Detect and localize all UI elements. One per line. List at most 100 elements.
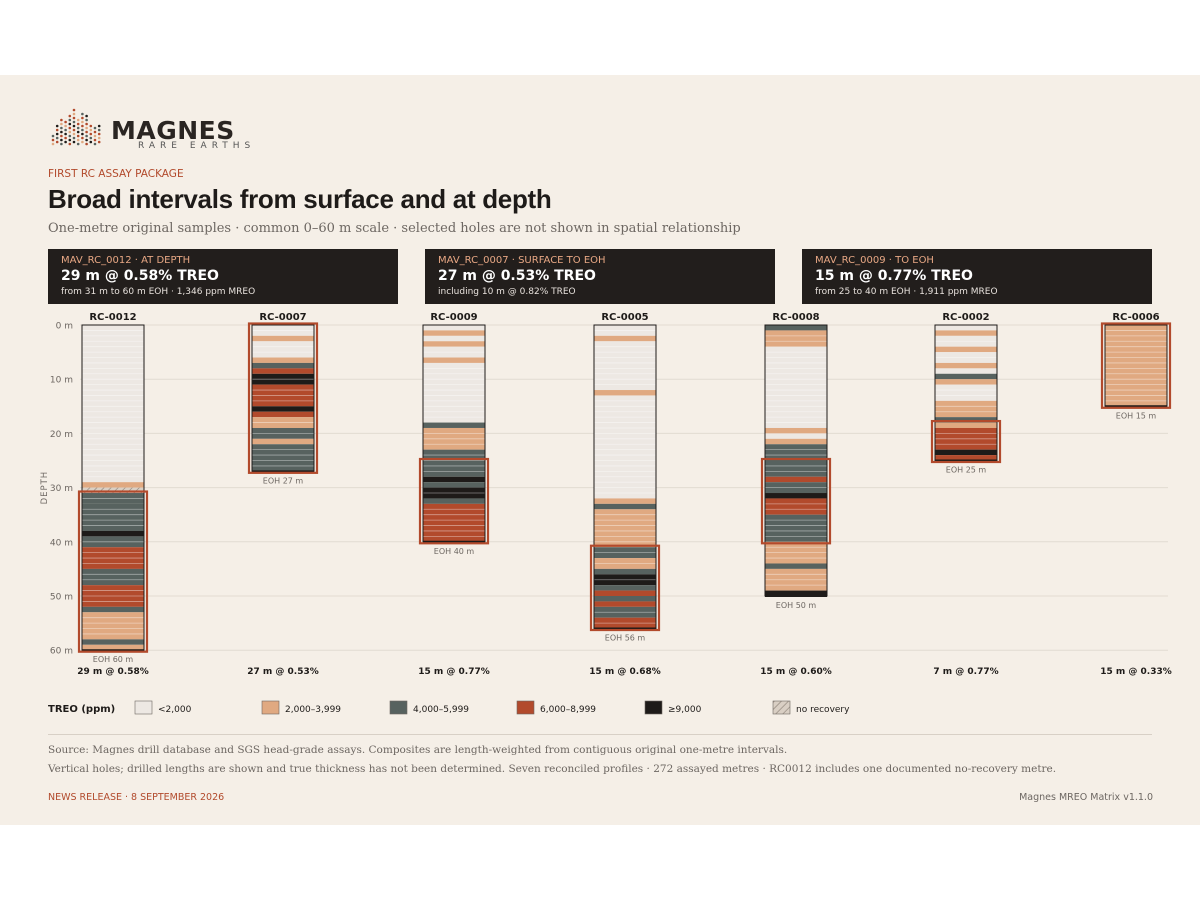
interval-c4 (935, 455, 997, 461)
interval-c2 (423, 427, 485, 450)
highlight-box (418, 457, 490, 545)
hole-summary: 7 m @ 0.77% (933, 667, 998, 677)
logo-dot (76, 142, 80, 146)
logo-dot (64, 120, 67, 124)
hole-rc-0008: RC-0008 EOH 50 m 15 m @ 0.60% (760, 312, 832, 677)
logo-dot (76, 126, 80, 130)
logo-dot (85, 134, 88, 138)
y-axis-title: DEPTH (40, 471, 50, 505)
logo-dot (64, 128, 67, 132)
interval-c3 (935, 373, 997, 380)
interval-c1 (594, 341, 656, 391)
hole-summary: 27 m @ 0.53% (247, 667, 319, 677)
y-tick-label: 30 m (50, 484, 73, 494)
interval-c2 (82, 644, 144, 651)
logo-dot (55, 132, 59, 136)
logo-dot (89, 124, 93, 128)
interval-c4 (765, 476, 827, 483)
logo-dot (60, 130, 63, 134)
callout-rc0009: MAV_RC_0009 · TO EOH 15 m @ 0.77% TREO f… (802, 249, 1152, 304)
hole-summary: 29 m @ 0.58% (77, 667, 149, 677)
logo-dot (60, 126, 63, 130)
highlight-box (589, 544, 661, 632)
interval-c4 (82, 547, 144, 569)
legend-swatch-c3 (389, 700, 408, 715)
interval-c2 (1105, 325, 1167, 407)
interval-c5 (82, 530, 144, 537)
logo-dot (89, 140, 93, 144)
interval-c4 (423, 503, 485, 542)
eoh-label: EOH 60 m (93, 655, 134, 664)
logo-dot (68, 118, 72, 122)
interval-c2 (82, 612, 144, 640)
hole-label: RC-0006 (1112, 312, 1159, 323)
interval-c3 (765, 325, 827, 331)
hole-summary: 15 m @ 0.60% (760, 667, 832, 677)
hole-rc-0002: RC-0002 EOH 25 m 7 m @ 0.77% (930, 312, 1002, 677)
interval-c1 (423, 346, 485, 358)
legend-label: no recovery (796, 705, 850, 715)
interval-c3 (594, 503, 656, 510)
logo-dot (60, 118, 63, 122)
logo-dot (93, 138, 97, 142)
legend-label: ≥9,000 (668, 705, 702, 715)
logo-dot (93, 134, 97, 138)
logo-dot (97, 136, 101, 140)
interval-c4 (252, 368, 314, 374)
legend-swatch-c1 (134, 700, 153, 715)
interval-c4 (82, 585, 144, 607)
y-tick-label: 50 m (50, 593, 73, 603)
logo-dot (89, 128, 93, 132)
interval-c4 (594, 590, 656, 596)
interval-c1 (935, 368, 997, 374)
legend-label: 2,000–3,999 (285, 705, 341, 715)
logo-dot (89, 132, 93, 136)
interval-c2 (423, 330, 485, 336)
interval-c3 (423, 482, 485, 488)
strip-log-chart: 0 m 10 m 20 m 30 m 40 m 50 m 60 m DEPTH RC-0012… (40, 312, 1172, 715)
interval-c4 (935, 427, 997, 450)
legend-title: TREO (ppm) (48, 704, 115, 715)
hole-label: RC-0005 (601, 312, 648, 323)
interval-c2 (252, 417, 314, 428)
y-tick-label: 10 m (50, 376, 73, 386)
interval-c2 (594, 558, 656, 569)
logo-dot (85, 118, 88, 122)
callout-note: including 10 m @ 0.82% TREO (438, 287, 576, 297)
interval-c5 (765, 590, 827, 596)
logo-dot (76, 130, 80, 134)
eoh-label: EOH 40 m (434, 547, 475, 556)
interval-c3 (252, 362, 314, 369)
interval-c3 (82, 503, 144, 531)
logo-dot (93, 126, 97, 130)
logo-dot (81, 116, 84, 120)
hole-summary: 15 m @ 0.68% (589, 667, 661, 677)
interval-c3 (82, 639, 144, 645)
logo-dot (85, 122, 88, 126)
hole-label: RC-0012 (89, 312, 136, 323)
interval-c3 (935, 417, 997, 423)
interval-c1 (423, 362, 485, 423)
logo-dot (72, 112, 76, 116)
logo-dot (64, 124, 67, 128)
logo-dot (85, 130, 88, 134)
highlight-box (1100, 322, 1172, 409)
interval-c2 (82, 482, 144, 488)
hole-rc-0005: RC-0005 EOH 56 m 15 m @ 0.68% (589, 312, 661, 677)
logo-dot (72, 128, 76, 132)
logo-dot (64, 132, 67, 136)
interval-c3 (423, 422, 485, 428)
logo-dot (72, 136, 76, 140)
interval-c1 (252, 341, 314, 358)
interval-c2 (594, 390, 656, 396)
callout-headline: 27 m @ 0.53% TREO (438, 268, 596, 284)
logo-mark-icon (51, 108, 101, 146)
eoh-label: EOH 15 m (1116, 411, 1157, 420)
interval-nr (82, 487, 144, 494)
interval-c2 (594, 335, 656, 342)
interval-c2 (935, 362, 997, 369)
interval-c1 (423, 325, 485, 331)
logo-dot (81, 128, 84, 132)
logo-dot (51, 142, 55, 146)
interval-c5 (935, 449, 997, 456)
